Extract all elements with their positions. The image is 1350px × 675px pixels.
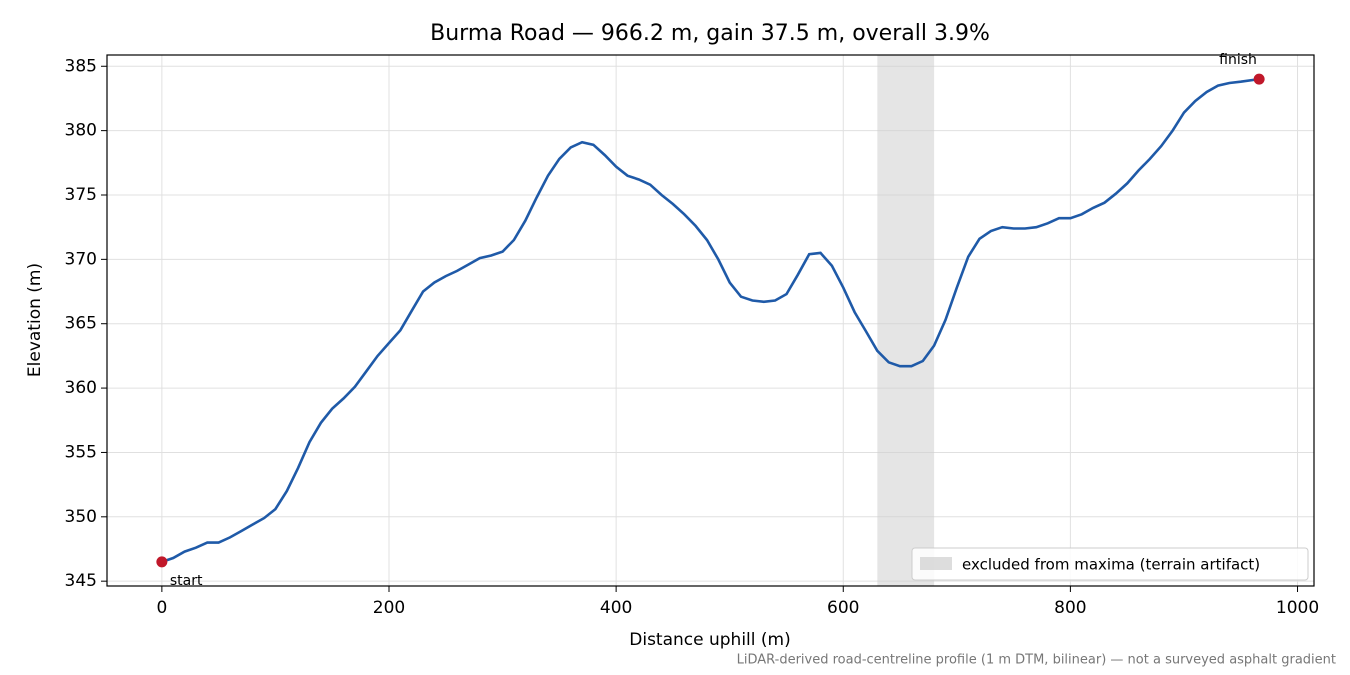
y-tick-label: 365: [65, 314, 97, 334]
x-tick-label: 800: [1054, 598, 1086, 618]
legend-swatch: [920, 557, 952, 570]
y-tick-label: 355: [65, 442, 97, 462]
y-tick-label: 350: [65, 507, 97, 527]
y-axis-label: Elevation (m): [25, 263, 45, 377]
plot-frame: [106, 54, 1315, 587]
x-tick-label: 0: [156, 598, 167, 618]
x-axis-label: Distance uphill (m): [629, 630, 790, 650]
x-tick-label: 200: [373, 598, 405, 618]
endpoint-marker: [156, 556, 168, 568]
chart-title: Burma Road — 966.2 m, gain 37.5 m, overa…: [430, 21, 990, 46]
endpoint-label: start: [170, 573, 203, 589]
endpoint-label: finish: [1219, 52, 1257, 68]
x-tick-label: 400: [600, 598, 632, 618]
legend-box: [911, 547, 1309, 581]
y-tick-label: 380: [65, 121, 97, 141]
x-tick-label: 1000: [1276, 598, 1319, 618]
y-tick-label: 385: [65, 56, 97, 76]
elevation-line: [161, 77, 1260, 564]
endpoint-marker: [1253, 73, 1265, 85]
x-tick-label: 600: [827, 598, 859, 618]
legend-label: excluded from maxima (terrain artifact): [962, 556, 1260, 574]
y-tick-label: 375: [65, 185, 97, 205]
y-tick-label: 370: [65, 249, 97, 269]
excluded-span: [877, 55, 935, 586]
y-tick-label: 360: [65, 378, 97, 398]
y-tick-label: 345: [65, 571, 97, 591]
footnote: LiDAR-derived road-centreline profile (1…: [737, 653, 1336, 668]
